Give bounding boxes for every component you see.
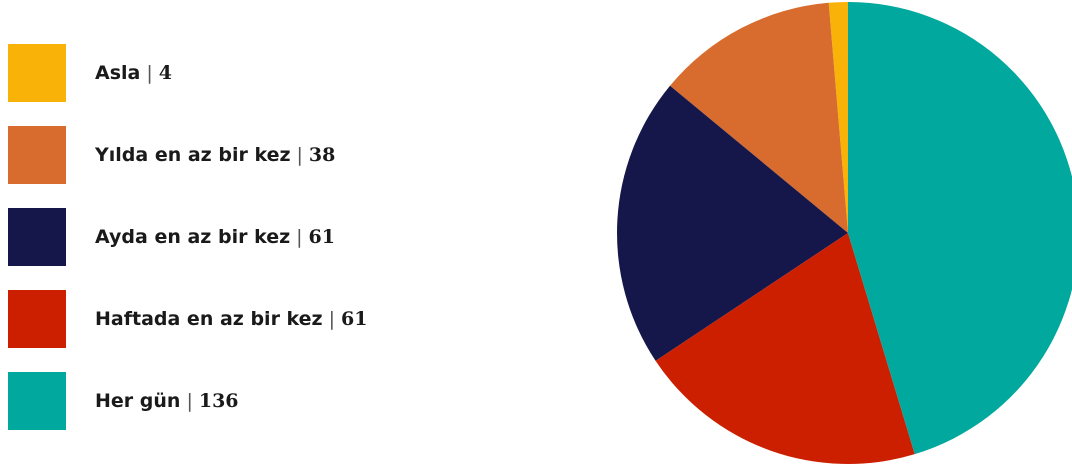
legend-category: Ayda en az bir kez [95, 226, 291, 248]
pie-slice-3 [617, 85, 848, 361]
legend-value: 61 [341, 308, 368, 330]
legend-label: Yılda en az bir kez | 38 [95, 144, 336, 166]
legend-label: Ayda en az bir kez | 61 [95, 226, 335, 248]
legend-value: 4 [158, 62, 172, 84]
pie-slice-5 [848, 2, 1072, 455]
legend-label: Haftada en az bir kez | 61 [95, 308, 368, 330]
legend-swatch [8, 44, 66, 102]
legend-category: Asla [95, 62, 141, 84]
legend-swatch [8, 208, 66, 266]
legend-label: Asla | 4 [95, 62, 172, 84]
legend-label: Her gün | 136 [95, 390, 239, 412]
legend-category: Her gün [95, 390, 181, 412]
legend-swatch [8, 372, 66, 430]
pie-slice-2 [670, 2, 848, 234]
legend-value: 38 [308, 144, 336, 166]
legend-swatch [8, 126, 66, 184]
pie-slice-4 [655, 233, 915, 464]
legend-swatch [8, 290, 66, 348]
legend-category: Yılda en az bir kez [95, 144, 291, 166]
legend-value: 136 [198, 390, 239, 412]
pie-slice-1 [828, 2, 848, 233]
legend-value: 61 [308, 226, 335, 248]
legend-category: Haftada en az bir kez [95, 308, 323, 330]
